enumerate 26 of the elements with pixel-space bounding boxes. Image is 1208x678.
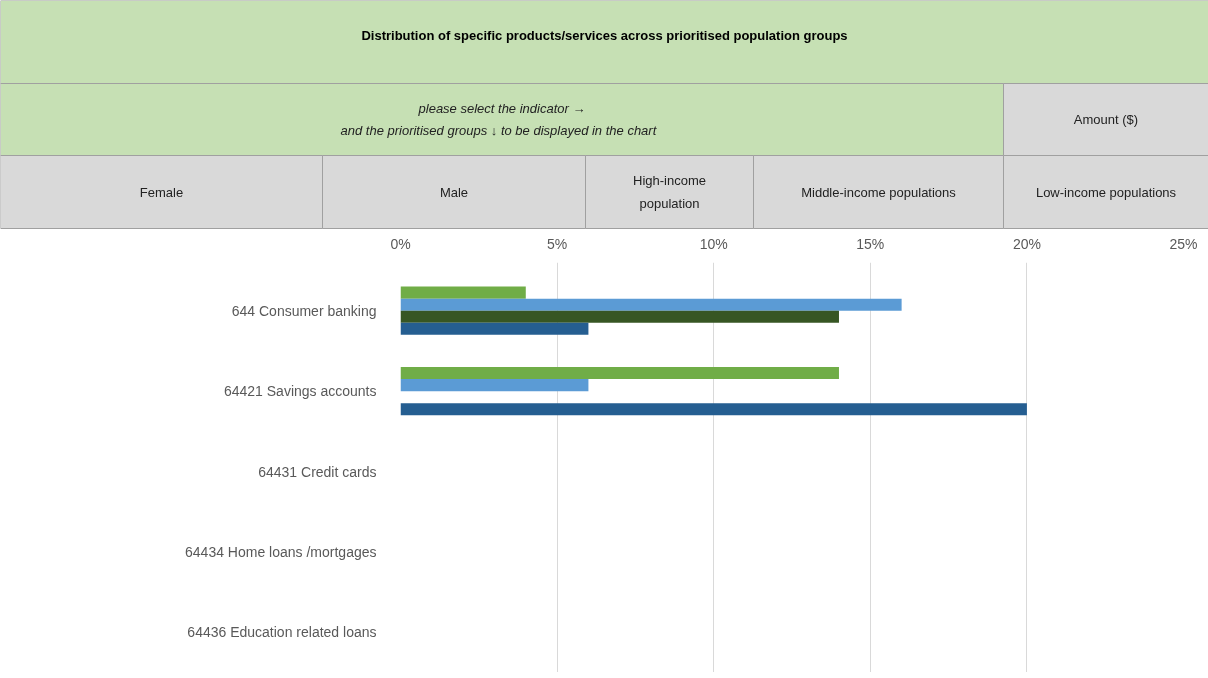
bar	[400, 403, 1027, 416]
y-tick-label: 64431 Credit cards	[258, 463, 377, 480]
text: High-income population	[633, 173, 706, 211]
text: Low-income populations	[1035, 184, 1177, 200]
y-tick-label: 64434 Home loans /mortgages	[185, 543, 377, 560]
x-tick-label: 25%	[1169, 235, 1198, 252]
x-tick-label: 20%	[1012, 235, 1041, 252]
chart-title: Distribution of specific products/services across prioritised population groups	[361, 28, 848, 43]
text: please select the indicator → and the prioritised groups ↓ to be displayed in the chart	[340, 100, 658, 139]
text: Female	[139, 184, 184, 200]
bar	[400, 286, 526, 299]
y-tick-label: 64421 Savings accounts	[223, 383, 377, 400]
text: Amount ($)	[1073, 112, 1139, 127]
y-tick-label: 644 Consumer banking	[231, 302, 377, 319]
text: Male	[439, 184, 469, 200]
y-tick-label: 64436 Education related loans	[187, 624, 377, 641]
bar	[400, 379, 589, 392]
x-tick-label: 0%	[390, 235, 411, 252]
bar	[400, 367, 839, 380]
bar	[400, 322, 589, 335]
bar	[400, 298, 902, 311]
bar	[400, 310, 839, 323]
x-tick-label: 5%	[546, 235, 568, 252]
text: Middle-income populations	[801, 184, 957, 200]
x-tick-label: 15%	[856, 235, 885, 252]
x-tick-label: 10%	[699, 235, 728, 252]
